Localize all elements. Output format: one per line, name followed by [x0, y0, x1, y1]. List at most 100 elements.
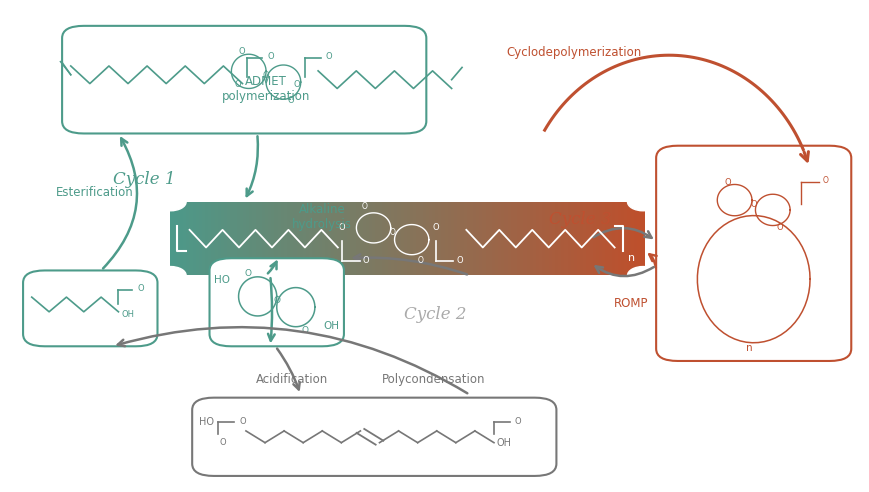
Bar	[432, 202, 436, 276]
Bar	[457, 202, 461, 276]
Bar	[409, 202, 415, 276]
Text: O: O	[302, 326, 308, 335]
Text: Alkaline
hydrolysis: Alkaline hydrolysis	[292, 203, 352, 231]
Bar	[397, 202, 401, 276]
Bar	[246, 202, 251, 276]
Bar	[516, 202, 521, 276]
Text: O: O	[293, 80, 300, 89]
Bar	[290, 202, 295, 276]
Text: O: O	[244, 270, 251, 278]
Bar	[268, 202, 273, 276]
FancyBboxPatch shape	[62, 26, 426, 133]
Bar	[595, 202, 600, 276]
Bar	[607, 202, 613, 276]
Text: O: O	[362, 202, 368, 212]
Bar	[400, 202, 405, 276]
Bar	[422, 202, 427, 276]
Text: Cycle 3: Cycle 3	[549, 211, 611, 228]
Bar	[258, 202, 263, 276]
Bar	[434, 202, 440, 276]
Bar	[215, 202, 219, 276]
Bar	[526, 202, 531, 276]
Bar	[255, 202, 260, 276]
Bar	[378, 202, 383, 276]
Bar	[224, 202, 229, 276]
Text: n: n	[627, 253, 635, 263]
Bar	[498, 202, 502, 276]
Text: Cyclodepolymerization: Cyclodepolymerization	[506, 46, 640, 59]
Text: O: O	[389, 228, 395, 237]
Bar	[463, 202, 468, 276]
Text: O: O	[273, 296, 280, 306]
Bar	[535, 202, 541, 276]
Bar	[331, 202, 335, 276]
Text: O: O	[268, 52, 274, 61]
Bar	[620, 202, 625, 276]
Bar	[554, 202, 559, 276]
Text: O: O	[235, 80, 242, 89]
Bar	[315, 202, 320, 276]
Bar	[580, 202, 584, 276]
Bar	[532, 202, 537, 276]
Bar	[186, 202, 191, 276]
Bar	[454, 202, 459, 276]
Bar	[302, 202, 308, 276]
Bar	[425, 202, 430, 276]
Bar	[281, 202, 285, 276]
Text: HO: HO	[199, 417, 214, 427]
Text: O: O	[432, 223, 439, 232]
Text: O: O	[775, 223, 782, 233]
Bar	[501, 202, 506, 276]
Bar	[318, 202, 323, 276]
Bar	[624, 202, 628, 276]
Bar	[322, 202, 326, 276]
Bar	[372, 202, 376, 276]
Bar	[545, 202, 550, 276]
Bar	[479, 202, 484, 276]
Text: O: O	[750, 200, 756, 209]
Text: O: O	[326, 52, 332, 61]
Bar	[252, 202, 257, 276]
Bar	[262, 202, 267, 276]
Bar	[539, 202, 543, 276]
Text: O: O	[287, 96, 294, 105]
Bar	[211, 202, 216, 276]
Bar	[466, 202, 471, 276]
Bar	[230, 202, 235, 276]
Bar	[627, 202, 632, 276]
Bar	[287, 202, 292, 276]
Bar	[520, 202, 525, 276]
Bar	[199, 202, 203, 276]
Bar	[551, 202, 556, 276]
Bar	[576, 202, 581, 276]
Bar	[341, 202, 345, 276]
Text: OH: OH	[496, 438, 511, 448]
Text: OH: OH	[323, 321, 339, 331]
Bar	[507, 202, 512, 276]
Bar	[541, 202, 547, 276]
Bar	[413, 202, 417, 276]
Bar	[407, 202, 411, 276]
Bar	[242, 202, 248, 276]
Text: Cycle 2: Cycle 2	[403, 306, 466, 323]
Bar	[557, 202, 562, 276]
Bar	[586, 202, 591, 276]
Bar	[306, 202, 310, 276]
Bar	[419, 202, 424, 276]
Bar	[265, 202, 269, 276]
Text: O: O	[514, 417, 521, 426]
Bar	[221, 202, 226, 276]
Bar	[283, 202, 289, 276]
Bar	[450, 202, 455, 276]
Bar	[324, 202, 329, 276]
Bar	[561, 202, 566, 276]
Bar	[592, 202, 597, 276]
Bar	[233, 202, 238, 276]
Text: O: O	[455, 256, 462, 265]
Bar	[176, 202, 182, 276]
Text: O: O	[137, 284, 144, 293]
Bar	[448, 202, 452, 276]
Bar	[182, 202, 188, 276]
Bar	[403, 202, 408, 276]
Bar	[381, 202, 386, 276]
